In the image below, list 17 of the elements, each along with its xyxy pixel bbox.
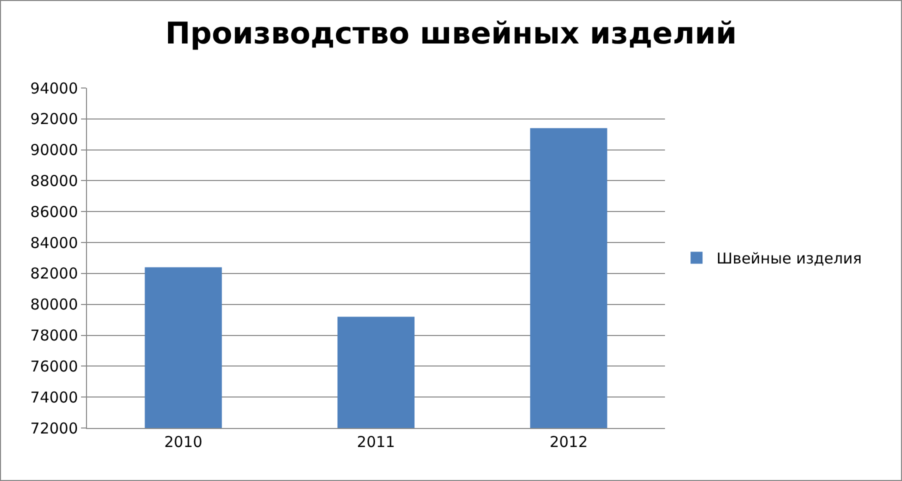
y-tick-label: 72000	[30, 419, 78, 438]
y-tick-label: 84000	[30, 234, 78, 252]
x-tick-label: 2010	[164, 433, 202, 451]
y-tick-label: 92000	[30, 110, 78, 128]
x-tick-label: 2011	[356, 433, 396, 451]
y-tick-label: 86000	[30, 202, 78, 221]
y-tick-label: 90000	[30, 141, 78, 160]
chart-title: Производство швейных изделий	[165, 16, 737, 52]
y-tick-label: 76000	[30, 357, 78, 376]
x-tick-label: 2012	[550, 433, 588, 451]
y-tick-label: 82000	[30, 264, 78, 283]
legend-label: Швейные изделия	[716, 250, 862, 268]
y-tick-label: 88000	[30, 172, 78, 190]
y-tick-label: 80000	[30, 296, 78, 314]
y-tick-label: 74000	[30, 388, 78, 406]
y-tick-label: 94000	[30, 79, 78, 98]
y-tick-label: 78000	[30, 326, 78, 345]
